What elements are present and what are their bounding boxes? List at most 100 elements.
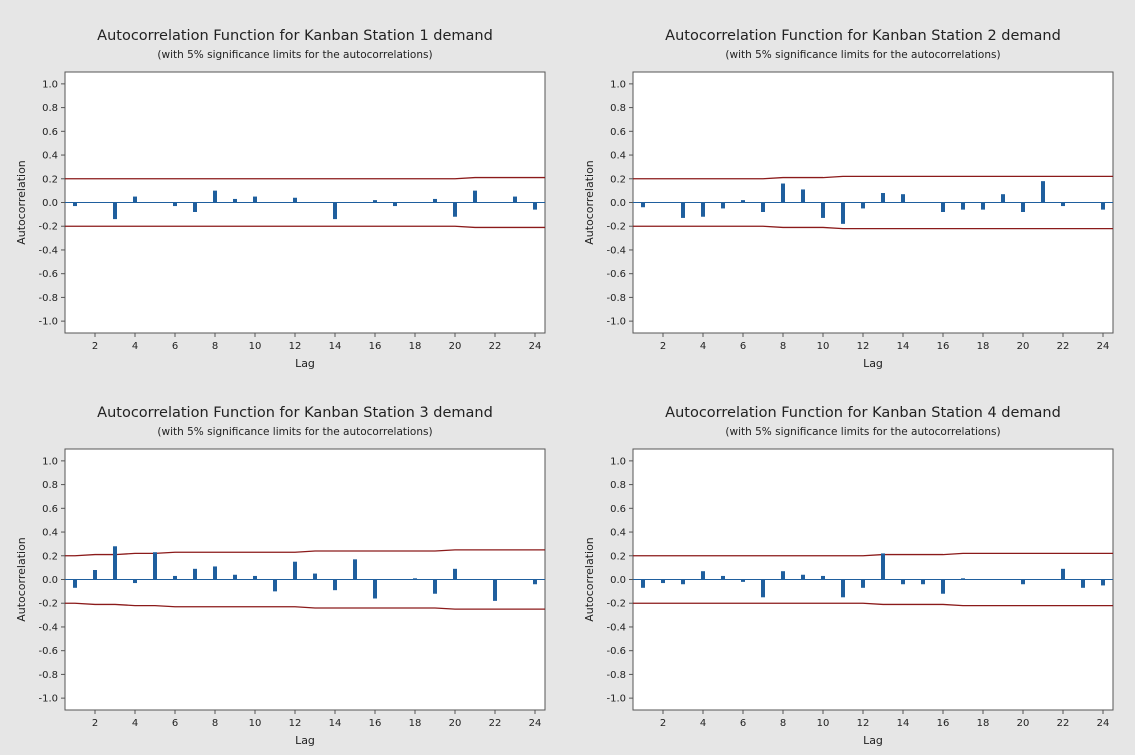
acf-bar-lag-11 <box>273 579 277 592</box>
x-tick-label: 22 <box>1057 718 1070 729</box>
y-tick-label: -0.2 <box>606 222 626 233</box>
acf-bar-lag-14 <box>333 579 337 591</box>
x-tick-label: 24 <box>529 718 542 729</box>
acf-bar-lag-21 <box>1041 181 1045 203</box>
acf-bar-lag-22 <box>1061 568 1065 580</box>
acf-bar-lag-12 <box>293 561 297 580</box>
y-tick-label: 0.2 <box>610 551 626 562</box>
x-tick-label: 8 <box>780 341 786 352</box>
x-tick-label: 20 <box>1017 341 1030 352</box>
x-tick-label: 4 <box>700 718 706 729</box>
y-tick-label: 1.0 <box>610 79 626 90</box>
acf-bar-lag-4 <box>701 202 705 217</box>
acf-bar-lag-19 <box>433 579 437 594</box>
y-axis-label: Autocorrelation <box>15 537 28 622</box>
y-tick-label: 0.0 <box>610 575 626 586</box>
acf-bar-lag-10 <box>253 196 257 203</box>
x-tick-label: 12 <box>857 718 870 729</box>
x-tick-label: 22 <box>489 718 502 729</box>
acf-bar-lag-8 <box>781 183 785 203</box>
y-tick-label: 0.4 <box>42 151 58 162</box>
y-tick-label: 0.6 <box>42 127 58 138</box>
x-tick-label: 2 <box>92 718 98 729</box>
upper-significance-limit <box>633 552 1113 557</box>
acf-panel-4: Autocorrelation Function for Kanban Stat… <box>568 377 1135 754</box>
acf-bar-lag-11 <box>841 579 845 598</box>
y-tick-label: -0.4 <box>38 622 58 633</box>
y-tick-label: 0.6 <box>610 504 626 515</box>
y-tick-label: 0.8 <box>610 480 626 491</box>
x-axis-label: Lag <box>863 734 883 747</box>
acf-bar-lag-20 <box>453 568 457 580</box>
x-tick-label: 8 <box>780 718 786 729</box>
x-tick-label: 14 <box>897 341 910 352</box>
acf-bar-lag-16 <box>941 202 945 212</box>
acf-bar-lag-2 <box>661 579 665 584</box>
chart-title: Autocorrelation Function for Kanban Stat… <box>97 405 493 421</box>
acf-bar-lag-9 <box>233 198 237 203</box>
y-tick-label: 0.6 <box>610 127 626 138</box>
y-tick-label: -0.6 <box>38 646 58 657</box>
x-tick-label: 18 <box>409 718 422 729</box>
y-tick-label: -0.8 <box>606 293 626 304</box>
x-tick-label: 6 <box>172 718 178 729</box>
x-tick-label: 14 <box>329 341 342 352</box>
y-tick-label: -1.0 <box>606 694 626 705</box>
acf-bar-lag-6 <box>741 200 745 203</box>
chart-subtitle: (with 5% significance limits for the aut… <box>157 426 432 438</box>
upper-significance-limit <box>633 175 1113 180</box>
x-tick-label: 2 <box>660 718 666 729</box>
y-tick-label: -0.4 <box>38 245 58 256</box>
acf-bar-lag-23 <box>1081 579 1085 588</box>
x-tick-label: 16 <box>369 718 382 729</box>
x-tick-label: 4 <box>132 718 138 729</box>
x-tick-label: 6 <box>740 718 746 729</box>
x-axis-label: Lag <box>295 734 315 747</box>
y-tick-label: -0.6 <box>606 269 626 280</box>
x-tick-label: 16 <box>369 341 382 352</box>
acf-bar-lag-23 <box>513 196 517 203</box>
x-tick-label: 4 <box>700 341 706 352</box>
acf-bar-lag-19 <box>433 198 437 203</box>
x-tick-label: 4 <box>132 341 138 352</box>
upper-significance-limit <box>65 549 545 557</box>
acf-bar-lag-7 <box>193 202 197 212</box>
acf-bar-lag-1 <box>73 579 77 588</box>
x-tick-label: 22 <box>1057 341 1070 352</box>
acf-bar-lag-12 <box>861 202 865 209</box>
y-tick-label: 0.2 <box>610 174 626 185</box>
x-tick-label: 12 <box>857 341 870 352</box>
acf-bar-lag-13 <box>881 553 885 580</box>
acf-bar-lag-14 <box>901 194 905 203</box>
acf-bar-lag-17 <box>393 202 397 207</box>
acf-bar-lag-8 <box>213 190 217 203</box>
acf-chart: Autocorrelation Function for Kanban Stat… <box>15 28 546 370</box>
acf-chart: Autocorrelation Function for Kanban Stat… <box>583 405 1114 747</box>
y-tick-label: -0.8 <box>606 670 626 681</box>
x-axis-label: Lag <box>295 357 315 370</box>
acf-bar-lag-2 <box>93 570 97 580</box>
acf-bar-lag-18 <box>981 202 985 210</box>
acf-bar-lag-21 <box>473 190 477 203</box>
acf-bar-lag-11 <box>841 202 845 224</box>
acf-chart: Autocorrelation Function for Kanban Stat… <box>583 28 1114 370</box>
acf-bar-lag-10 <box>821 575 825 580</box>
acf-bar-lag-12 <box>861 579 865 588</box>
x-tick-label: 8 <box>212 718 218 729</box>
acf-bar-lag-10 <box>821 202 825 218</box>
y-tick-label: -1.0 <box>606 317 626 328</box>
acf-bar-lag-9 <box>801 189 805 203</box>
acf-bar-lag-4 <box>701 571 705 580</box>
y-tick-label: -0.6 <box>38 269 58 280</box>
y-tick-label: 0.4 <box>42 528 58 539</box>
acf-bar-lag-6 <box>173 202 177 207</box>
x-tick-label: 16 <box>937 718 950 729</box>
x-tick-label: 16 <box>937 341 950 352</box>
x-tick-label: 14 <box>897 718 910 729</box>
y-tick-label: 0.8 <box>42 103 58 114</box>
y-axis-label: Autocorrelation <box>583 160 596 245</box>
acf-bar-lag-7 <box>761 202 765 212</box>
acf-bar-lag-17 <box>961 578 965 580</box>
x-tick-label: 10 <box>249 341 262 352</box>
